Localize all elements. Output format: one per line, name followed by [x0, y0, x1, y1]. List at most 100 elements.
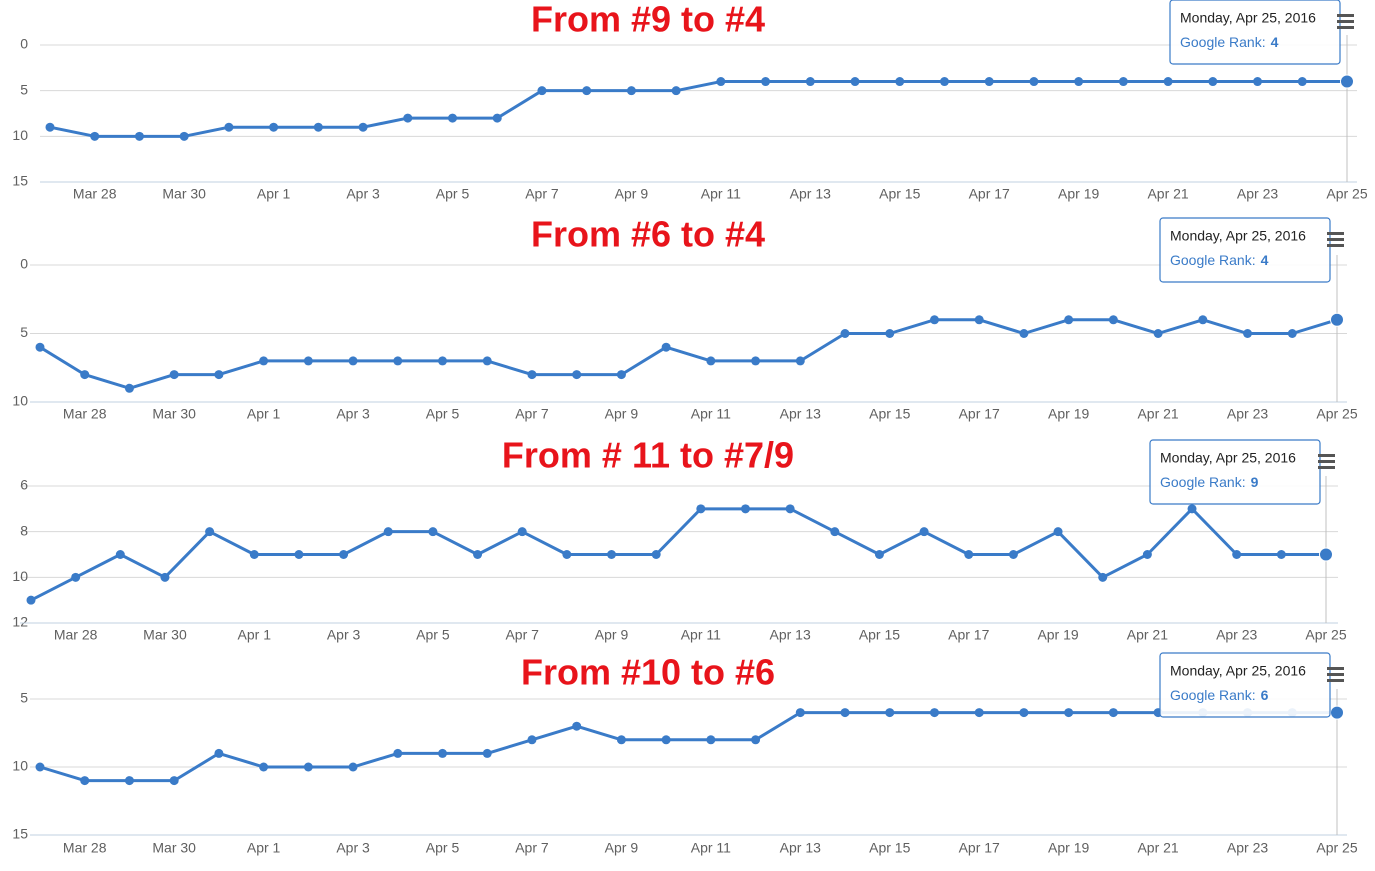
x-tick-label: Apr 13 — [790, 186, 831, 202]
tooltip-body: Google Rank: 4 — [1170, 252, 1269, 268]
tooltip-label: Google Rank: — [1180, 34, 1266, 50]
data-point — [1074, 77, 1084, 87]
y-tick-label: 15 — [12, 173, 28, 189]
data-point — [428, 527, 438, 537]
data-point — [1064, 708, 1074, 718]
x-tick-label: Apr 1 — [257, 186, 291, 202]
x-tick-label: Apr 7 — [515, 840, 549, 856]
data-point — [527, 735, 537, 745]
x-tick-label: Apr 19 — [1058, 186, 1099, 202]
data-point — [214, 370, 224, 380]
x-tick-label: Apr 1 — [247, 840, 281, 856]
data-point — [294, 550, 304, 559]
data-point — [80, 370, 90, 380]
y-tick-label: 5 — [20, 690, 28, 706]
x-tick-label: Apr 3 — [346, 186, 380, 202]
data-point — [348, 356, 358, 366]
chart-title: From #6 to #4 — [531, 214, 765, 255]
data-point — [761, 77, 771, 87]
data-point — [582, 86, 592, 96]
y-tick-label: 8 — [20, 522, 28, 538]
data-point — [348, 762, 358, 772]
x-tick-label: Apr 11 — [681, 627, 721, 643]
data-point — [383, 527, 393, 537]
data-point — [1098, 572, 1108, 582]
data-point — [974, 708, 984, 718]
x-tick-label: Apr 17 — [969, 186, 1010, 202]
data-point — [124, 776, 134, 786]
data-point — [492, 113, 502, 123]
data-point — [696, 504, 706, 514]
tooltip-header: Monday, Apr 25, 2016 — [1170, 663, 1306, 679]
menu-bar — [1327, 232, 1344, 235]
data-point — [90, 131, 100, 141]
x-tick-label: Mar 30 — [143, 627, 187, 643]
x-tick-label: Apr 1 — [247, 406, 281, 422]
x-tick-label: Apr 17 — [948, 627, 989, 643]
data-point — [45, 122, 55, 132]
menu-bar — [1327, 244, 1344, 247]
data-point — [26, 595, 36, 605]
data-point — [224, 122, 234, 132]
data-point — [874, 550, 884, 559]
menu-bar — [1327, 673, 1344, 676]
x-tick-label: Mar 30 — [152, 406, 196, 422]
data-point — [249, 550, 259, 559]
data-point — [805, 77, 815, 87]
series-line — [39, 711, 1337, 783]
data-point — [929, 315, 939, 325]
data-point — [716, 77, 726, 87]
series-line — [39, 318, 1338, 390]
data-point — [706, 356, 716, 366]
data-point — [134, 131, 144, 141]
data-point — [1064, 315, 1074, 325]
x-tick-label: Apr 11 — [701, 186, 741, 202]
menu-button[interactable] — [1318, 454, 1335, 469]
data-point — [919, 527, 929, 537]
data-point — [740, 504, 750, 514]
x-tick-label: Apr 3 — [327, 627, 361, 643]
x-tick-label: Apr 5 — [426, 840, 460, 856]
y-tick-label: 5 — [20, 324, 28, 340]
x-tick-label: Mar 28 — [54, 627, 98, 643]
y-tick-label: 10 — [12, 127, 28, 143]
data-point — [895, 77, 905, 87]
y-tick-label: 12 — [12, 614, 28, 630]
menu-button[interactable] — [1327, 667, 1344, 682]
y-tick-label: 10 — [12, 393, 28, 409]
data-point — [537, 86, 547, 96]
data-point — [562, 550, 572, 559]
data-point — [393, 356, 403, 366]
menu-button[interactable] — [1327, 232, 1344, 247]
x-tick-label: Apr 19 — [1048, 840, 1089, 856]
data-point — [35, 342, 45, 352]
x-tick-label: Apr 9 — [615, 186, 649, 202]
x-tick-label: Mar 28 — [63, 406, 107, 422]
data-point — [179, 131, 189, 141]
data-point — [661, 342, 671, 352]
data-point — [438, 748, 448, 758]
data-point — [1118, 77, 1128, 87]
tooltip-label: Google Rank: — [1160, 474, 1246, 490]
series-line — [30, 507, 1326, 602]
data-point — [929, 708, 939, 718]
data-point — [1053, 527, 1063, 537]
data-point — [438, 356, 448, 366]
x-tick-label: Mar 30 — [152, 840, 196, 856]
data-point — [939, 77, 949, 87]
x-tick-label: Apr 23 — [1237, 186, 1278, 202]
x-tick-label: Apr 15 — [859, 627, 900, 643]
menu-button[interactable] — [1337, 14, 1354, 29]
data-point — [1297, 77, 1307, 87]
menu-bar — [1318, 466, 1335, 469]
y-tick-label: 10 — [12, 758, 28, 774]
data-point — [751, 735, 761, 745]
tooltip-box — [1149, 439, 1321, 505]
data-point — [661, 735, 671, 745]
data-point — [1253, 77, 1263, 87]
x-tick-label: Apr 11 — [691, 406, 731, 422]
tooltip-header: Monday, Apr 25, 2016 — [1160, 450, 1296, 466]
data-point — [885, 708, 895, 718]
data-point — [482, 748, 492, 758]
